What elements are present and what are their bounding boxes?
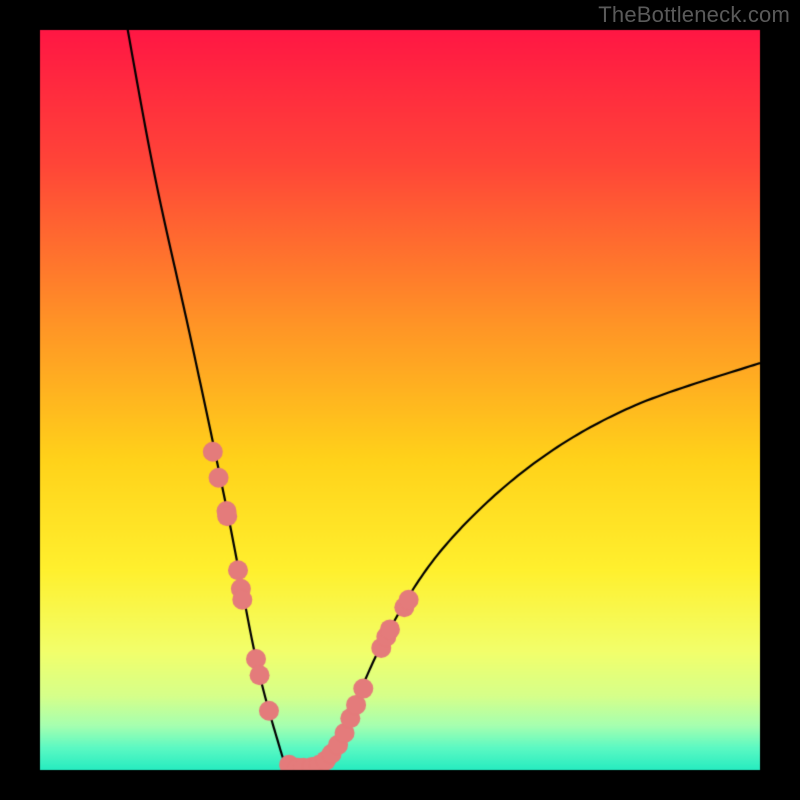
- chart-root: TheBottleneck.com: [0, 0, 800, 800]
- watermark-text: TheBottleneck.com: [598, 2, 790, 28]
- bottleneck-chart-canvas: [0, 0, 800, 800]
